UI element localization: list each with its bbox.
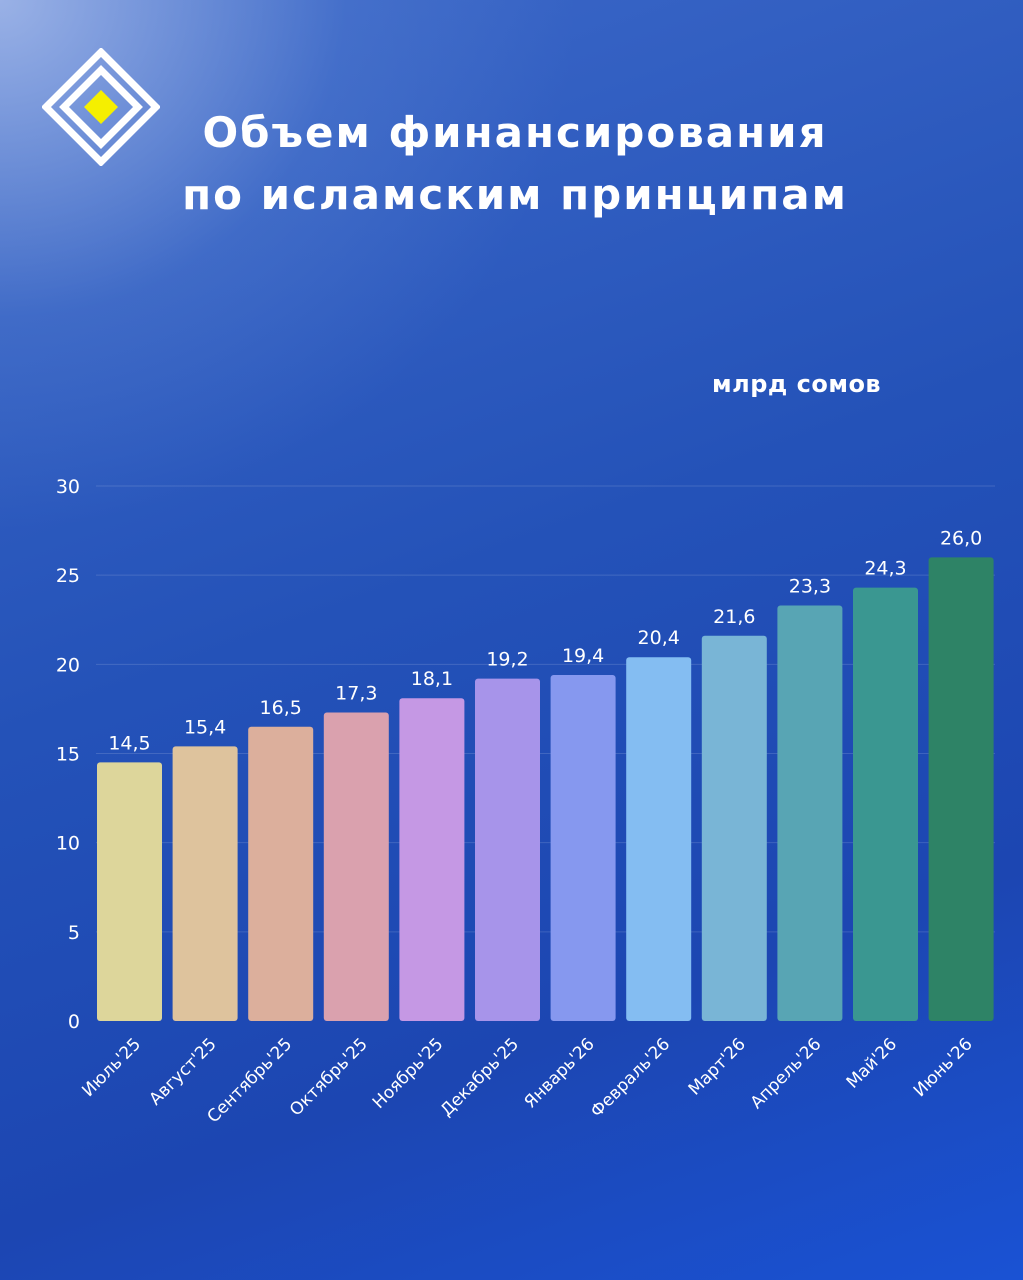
page-title: Объем финансирования по исламским принци… [120, 102, 910, 226]
title-line-1: Объем финансирования [202, 108, 828, 157]
data-label: 20,4 [638, 627, 680, 649]
bar [853, 587, 918, 1021]
x-tick-label: Февраль'26 [587, 1034, 674, 1121]
data-label: 26,0 [940, 527, 982, 549]
y-tick-label: 10 [56, 833, 80, 855]
x-tick-label: Январь'26 [521, 1034, 599, 1112]
bar [475, 678, 540, 1021]
data-label: 21,6 [713, 606, 755, 628]
x-tick-label: Июнь'26 [910, 1034, 977, 1101]
bar [626, 657, 692, 1021]
y-tick-label: 15 [56, 744, 80, 766]
y-tick-label: 30 [56, 476, 80, 498]
x-tick-label: Май'26 [843, 1034, 901, 1092]
x-tick-label: Апрель'26 [747, 1034, 826, 1113]
bar [777, 605, 843, 1021]
x-tick-label: Июль'25 [78, 1034, 145, 1101]
data-label: 15,4 [184, 716, 226, 738]
bar [248, 726, 314, 1021]
x-tick-label: Август'25 [146, 1034, 221, 1109]
x-tick-label: Октябрь'25 [286, 1034, 372, 1120]
y-tick-label: 25 [56, 565, 80, 587]
data-label: 17,3 [335, 682, 377, 704]
data-label: 18,1 [411, 668, 453, 690]
x-tick-label: Март'26 [685, 1034, 750, 1099]
unit-label: млрд сомов [712, 370, 882, 398]
data-label: 16,5 [260, 697, 302, 719]
data-label: 19,2 [486, 649, 528, 671]
diamond-logo-icon [42, 48, 160, 166]
x-tick-label: Ноябрь'25 [369, 1034, 447, 1112]
data-label: 14,5 [108, 732, 150, 754]
y-tick-label: 5 [68, 922, 80, 944]
bar [928, 557, 994, 1021]
bar [399, 698, 465, 1021]
bar [701, 635, 767, 1021]
bar [97, 762, 162, 1021]
data-label: 19,4 [562, 645, 604, 667]
y-tick-label: 20 [56, 654, 80, 676]
data-label: 23,3 [789, 575, 831, 597]
bar [550, 675, 616, 1021]
bar [323, 712, 389, 1021]
y-tick-label: 0 [68, 1011, 80, 1033]
title-line-2: по исламским принципам [182, 170, 848, 219]
bar [172, 746, 238, 1021]
data-label: 24,3 [864, 558, 906, 580]
x-tick-label: Декабрь'25 [437, 1034, 523, 1120]
